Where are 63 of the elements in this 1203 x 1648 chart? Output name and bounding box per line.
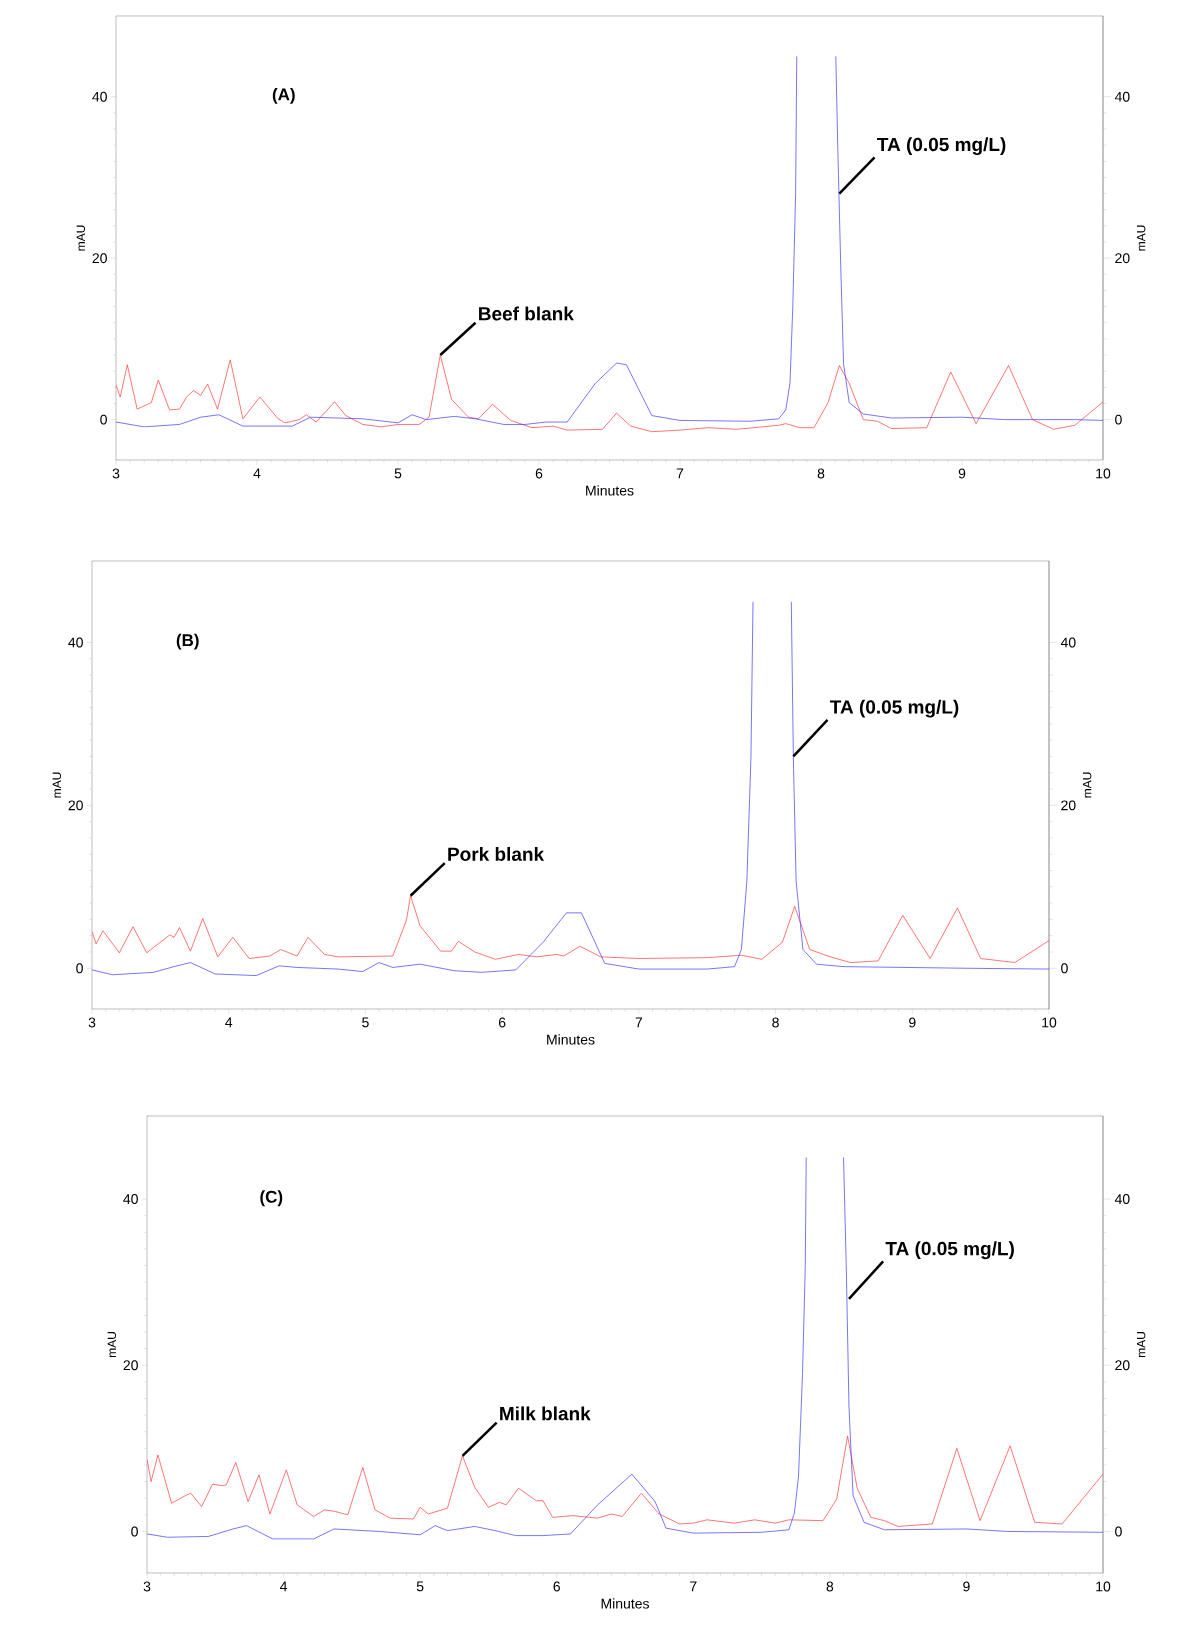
- x-tick-label: 6: [498, 1017, 506, 1028]
- y2-axis-title: mAU: [1136, 225, 1146, 251]
- y2-tick-label: 40: [1114, 1194, 1130, 1205]
- x-tick-label: 3: [112, 468, 120, 479]
- annotation: (B): [176, 633, 199, 650]
- x-tick-label: 10: [1096, 1581, 1111, 1592]
- y2-tick-label: 0: [1061, 963, 1068, 974]
- y2-tick-label: 20: [1115, 253, 1130, 264]
- x-tick-label: 9: [909, 1017, 916, 1028]
- y2-tick-label: 40: [1114, 91, 1130, 102]
- annotation: TA (0.05 mg/L): [830, 699, 959, 718]
- y2-tick-label: 20: [1115, 1360, 1130, 1371]
- x-tick-label: 7: [690, 1581, 697, 1592]
- x-tick-label: 9: [958, 468, 966, 479]
- x-tick-label: 3: [88, 1017, 96, 1028]
- x-tick-label: 7: [635, 1017, 643, 1028]
- y-axis-title: mAU: [76, 225, 86, 251]
- line-series: [92, 895, 1050, 963]
- x-tick-label: 6: [535, 468, 543, 479]
- y-tick-label: 20: [68, 800, 83, 811]
- x-tick-label: 8: [772, 1017, 779, 1028]
- x-tick-label: 10: [1096, 468, 1111, 479]
- annotation: (C): [260, 1190, 283, 1207]
- y-axis-title: mAU: [107, 1332, 117, 1358]
- y2-tick-label: 20: [1061, 800, 1076, 811]
- x-tick-label: 8: [826, 1581, 834, 1592]
- annotation: TA (0.05 mg/L): [877, 137, 1006, 156]
- y-tick-label: 0: [76, 963, 83, 974]
- y-tick-label: 40: [92, 91, 107, 102]
- x-axis-title: Minutes: [547, 1034, 595, 1045]
- y2-axis-title: mAU: [1083, 772, 1092, 798]
- x-tick-label: 4: [225, 1017, 233, 1028]
- x-axis-title: Minutes: [601, 1598, 649, 1609]
- y2-axis-title: mAU: [1137, 1332, 1146, 1358]
- x-tick-label: 5: [394, 468, 402, 479]
- annotation: Pork blank: [448, 846, 545, 861]
- x-tick-label: 10: [1042, 1017, 1057, 1028]
- y-tick-label: 40: [123, 1194, 138, 1205]
- x-tick-label: 3: [143, 1581, 151, 1592]
- annotation: (A): [272, 87, 295, 104]
- x-axis-title: Minutes: [586, 485, 634, 496]
- annotation: Milk blank: [500, 1406, 591, 1421]
- x-tick-label: 8: [817, 468, 825, 479]
- x-tick-label: 5: [362, 1017, 369, 1028]
- x-tick-label: 5: [416, 1581, 424, 1592]
- y-tick-label: 40: [68, 637, 83, 648]
- x-tick-label: 4: [279, 1581, 288, 1592]
- y-tick-label: 20: [123, 1360, 138, 1371]
- y-axis-title: mAU: [52, 772, 62, 798]
- annotation: Beef blank: [479, 306, 574, 321]
- x-tick-label: 6: [553, 1581, 560, 1592]
- annotation: TA (0.05 mg/L): [885, 1241, 1014, 1260]
- y2-tick-label: 40: [1060, 637, 1076, 648]
- y-tick-label: 0: [100, 414, 107, 425]
- y2-tick-label: 0: [1115, 414, 1122, 425]
- y2-tick-label: 0: [1115, 1526, 1122, 1537]
- x-tick-label: 9: [963, 1581, 970, 1592]
- y-tick-label: 20: [92, 253, 107, 264]
- x-tick-label: 4: [253, 468, 261, 479]
- line-series: [116, 354, 1103, 433]
- x-tick-label: 7: [676, 468, 684, 479]
- y-tick-label: 0: [131, 1526, 138, 1537]
- line-series: [147, 1435, 1103, 1527]
